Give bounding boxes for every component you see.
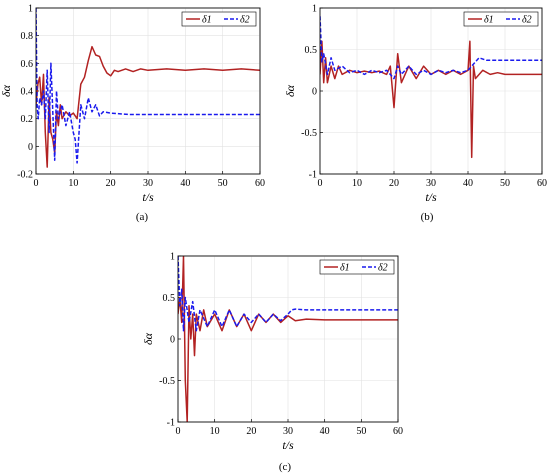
x-tick-label: 40 [180,178,190,189]
y-tick-label: 0 [312,87,317,98]
legend-label: δ2 [522,15,532,26]
y-tick-label: 0.4 [21,87,34,98]
x-tick-label: 10 [68,178,78,189]
panel-label: (a) [136,211,149,223]
y-tick-label: -1 [309,170,317,181]
legend-label: δ1 [340,263,350,274]
y-tick-label: 0 [28,142,33,153]
x-tick-label: 0 [318,178,323,189]
y-tick-label: 0.5 [305,45,318,56]
x-tick-label: 30 [283,426,293,437]
series-line-delta2 [36,8,260,164]
legend: δ1 δ2 [463,11,539,27]
x-tick-label: 30 [143,178,153,189]
x-tick-label: 10 [352,178,362,189]
x-axis-label: t/s [282,438,294,452]
legend: δ1 δ2 [319,259,395,275]
chart-panel-2: 0 10 20 30 40 50 60 -1 -0.5 0 0.5 1 δ1 δ2 t/s δα (b) [283,4,547,224]
x-tick-label: 60 [255,178,265,189]
y-tick-label: -0.5 [301,128,317,139]
plot-frame [177,255,399,423]
series-line-delta1 [320,40,542,159]
y-tick-label: -0.5 [159,376,175,387]
x-tick-label: 0 [176,426,181,437]
x-axis-label: t/s [425,190,437,204]
y-axis-label: δα [141,332,155,345]
y-tick-label: 1 [28,4,33,15]
y-tick-label: 0.2 [21,114,34,125]
x-tick-label: 0 [34,178,39,189]
legend-box [463,11,539,27]
plot-frame [35,7,261,175]
legend-label: δ1 [484,15,494,26]
x-tick-label: 50 [356,426,366,437]
x-axis-label: t/s [142,190,154,204]
x-tick-label: 60 [393,426,403,437]
y-tick-label: 0 [170,335,175,346]
x-tick-label: 50 [218,178,228,189]
y-tick-label: 0.5 [163,293,176,304]
x-tick-label: 40 [320,426,330,437]
legend-label: δ2 [378,263,388,274]
x-tick-label: 50 [500,178,510,189]
panel-label: (c) [279,461,292,473]
y-tick-label: -1 [167,418,175,429]
x-tick-label: 20 [106,178,116,189]
x-tick-label: 40 [463,178,473,189]
x-tick-label: 10 [210,426,220,437]
plot-frame [319,7,543,175]
x-tick-label: 20 [389,178,399,189]
y-tick-label: 1 [170,252,175,263]
y-tick-label: 0.6 [21,59,34,70]
panel-label: (b) [421,211,434,223]
y-axis-label: δα [0,84,13,97]
legend-box [319,259,395,275]
x-tick-label: 30 [426,178,436,189]
legend: δ1 δ2 [181,11,257,27]
legend-box [181,11,257,27]
y-tick-label: -0.2 [17,170,33,181]
x-tick-label: 20 [246,426,256,437]
series-line-delta2 [178,256,398,332]
legend-label: δ1 [202,15,212,26]
series-line-delta1 [36,45,260,168]
y-tick-label: 0.8 [21,31,34,42]
y-axis-label: δα [283,84,297,97]
legend-label: δ2 [240,15,250,26]
x-tick-label: 60 [537,178,547,189]
series-line-delta1 [178,256,398,422]
y-tick-label: 1 [312,4,317,15]
chart-panel-3: 0 10 20 30 40 50 60 -1 -0.5 0 0.5 1 δ1 δ2 t/s δα (c) [141,252,403,474]
